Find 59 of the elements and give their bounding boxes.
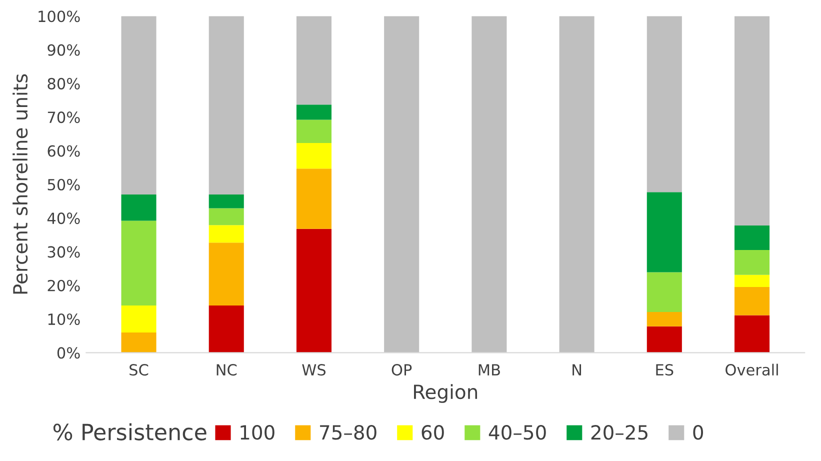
bar: [734, 315, 770, 353]
bar: [208, 16, 244, 194]
bar: [559, 16, 594, 353]
bar: [646, 312, 682, 326]
y-tick-label: 40%: [47, 212, 80, 224]
x-tick-label: MB: [478, 364, 500, 376]
bar: [734, 16, 770, 226]
y-tick-label: 80%: [48, 78, 80, 90]
bar: [296, 120, 332, 144]
bar: [121, 16, 156, 194]
x-tick-label: NC: [216, 364, 237, 376]
legend-label: 0: [693, 425, 704, 440]
bar: [296, 168, 332, 229]
bar: [121, 194, 156, 221]
bar: [734, 225, 770, 250]
legend-label: 75–80: [320, 425, 376, 440]
x-tick-label: N: [572, 364, 582, 376]
legend-label: 40–50: [488, 425, 546, 440]
bar: [121, 332, 156, 353]
y-tick-label: 90%: [48, 44, 80, 56]
bar: [208, 225, 244, 243]
x-tick-label: OP: [392, 364, 412, 376]
bar: [646, 16, 682, 192]
y-tick-label: 100%: [38, 10, 80, 22]
y-tick-label: 60%: [48, 145, 80, 157]
bar: [296, 143, 332, 169]
legend-label: 100: [240, 425, 274, 440]
bar: [734, 274, 770, 288]
bar: [646, 192, 682, 272]
x-tick-label: WS: [302, 364, 326, 376]
y-tick-label: 20%: [48, 280, 80, 292]
bar: [384, 16, 420, 353]
bar: [296, 104, 332, 120]
y-tick-label: 50%: [48, 178, 80, 190]
x-tick-label: ES: [656, 364, 674, 376]
x-axis-title: Region: [414, 384, 478, 403]
legend-title: % Persistence: [53, 423, 206, 440]
bar: [296, 228, 332, 353]
bar: [734, 287, 770, 316]
bar: [208, 194, 244, 208]
y-tick-label: 70%: [48, 112, 80, 124]
x-tick-label: Overall: [726, 364, 778, 376]
y-axis-title: Percent shoreline units: [12, 74, 28, 294]
bar: [296, 16, 332, 105]
legend-label: 20–25: [591, 425, 648, 440]
bar: [646, 272, 682, 312]
bar: [472, 16, 507, 353]
y-tick-label: 0%: [57, 347, 80, 359]
x-tick-label: SC: [130, 364, 148, 376]
bar: [646, 326, 682, 353]
y-tick-label: 10%: [48, 313, 80, 326]
bar: [208, 208, 244, 226]
bar: [121, 306, 156, 332]
legend-label: 60: [422, 425, 444, 440]
bar: [208, 242, 244, 306]
bar: [121, 220, 156, 306]
bar: [734, 250, 770, 275]
y-tick-label: 30%: [48, 246, 80, 258]
bar: [208, 306, 244, 353]
